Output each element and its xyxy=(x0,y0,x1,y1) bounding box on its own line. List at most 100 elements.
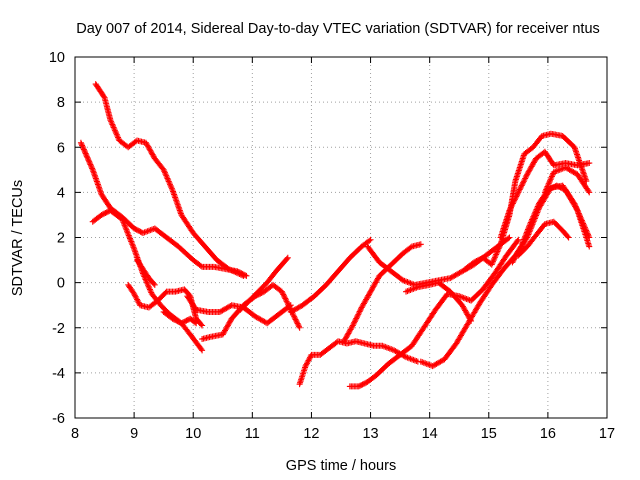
x-tick-label: 12 xyxy=(303,426,319,442)
data-point xyxy=(283,255,290,262)
data-point xyxy=(296,324,303,331)
data-point xyxy=(278,288,285,295)
data-point xyxy=(88,164,95,171)
x-tick-label: 11 xyxy=(245,426,260,442)
data-point xyxy=(293,319,300,326)
data-point xyxy=(517,185,524,192)
data-point xyxy=(518,182,525,189)
data-point xyxy=(507,204,514,211)
data-point xyxy=(283,298,290,305)
data-point xyxy=(287,302,294,309)
data-point xyxy=(191,319,198,326)
data-point xyxy=(522,174,529,181)
data-point xyxy=(357,307,364,314)
data-point xyxy=(514,237,521,244)
y-tick-label: -4 xyxy=(52,366,65,382)
y-tick-labels: -6 -4 -2 0 2 4 6 8 10 xyxy=(49,50,65,427)
data-point xyxy=(87,161,94,168)
series-arc-6 xyxy=(160,308,200,327)
data-point xyxy=(85,157,92,164)
data-point xyxy=(293,317,300,324)
data-point xyxy=(523,229,530,236)
data-point xyxy=(522,232,529,239)
data-point xyxy=(573,206,580,213)
data-point xyxy=(82,150,89,157)
y-axis-label: SDTVAR / TECUs xyxy=(10,180,26,296)
data-point xyxy=(509,200,516,207)
data-point xyxy=(89,165,96,172)
x-tick-label: 8 xyxy=(71,426,79,442)
data-point xyxy=(521,236,528,243)
x-axis-label: GPS time / hours xyxy=(286,458,396,474)
y-tick-label: 10 xyxy=(49,50,65,66)
data-point xyxy=(521,176,528,183)
data-point xyxy=(522,233,529,240)
data-point xyxy=(85,155,92,162)
x-tick-label: 14 xyxy=(422,426,438,442)
data-point xyxy=(87,162,94,169)
data-point xyxy=(353,314,360,321)
series-arc-4 xyxy=(134,257,158,288)
data-point xyxy=(511,196,518,203)
data-point xyxy=(284,254,291,261)
data-point xyxy=(515,189,522,196)
data-point xyxy=(355,309,362,316)
x-tick-label: 17 xyxy=(599,426,615,442)
data-point xyxy=(80,146,87,153)
data-point xyxy=(352,316,359,323)
y-tick-label: 6 xyxy=(57,140,65,156)
data-point xyxy=(524,228,531,235)
data-point xyxy=(401,353,408,360)
x-tick-label: 13 xyxy=(362,426,378,442)
y-tick-label: -2 xyxy=(52,321,65,337)
data-point xyxy=(160,166,167,173)
data-point xyxy=(520,178,527,185)
axis-ticks xyxy=(74,56,608,419)
series-arc-18 xyxy=(497,148,593,241)
data-point xyxy=(166,179,173,186)
data-point xyxy=(509,201,516,208)
series-arc-9 xyxy=(237,254,291,313)
data-point xyxy=(519,239,526,246)
data-point xyxy=(291,315,298,322)
data-point xyxy=(586,160,593,167)
series-arc-19 xyxy=(509,182,593,266)
data-point xyxy=(516,186,523,193)
data-point xyxy=(79,142,86,149)
data-point xyxy=(280,291,287,298)
data-point xyxy=(514,190,521,197)
y-tick-label: 4 xyxy=(57,185,65,201)
data-point xyxy=(77,139,84,146)
data-point xyxy=(351,319,358,326)
data-point xyxy=(353,315,360,322)
data-point xyxy=(518,243,525,250)
data-point xyxy=(510,199,517,206)
data-point xyxy=(199,322,206,329)
data-point xyxy=(279,290,286,297)
data-point xyxy=(242,272,249,279)
data-point xyxy=(516,187,523,194)
data-point xyxy=(522,175,529,182)
data-point xyxy=(511,197,518,204)
data-point xyxy=(349,322,356,329)
data-point xyxy=(407,244,414,251)
data-point xyxy=(83,153,90,160)
data-point xyxy=(520,179,527,186)
data-point xyxy=(519,240,526,247)
data-point xyxy=(78,141,85,148)
y-tick-label: -6 xyxy=(52,411,65,427)
data-point xyxy=(199,347,206,354)
data-point xyxy=(81,147,88,154)
data-point xyxy=(291,313,298,320)
data-point xyxy=(520,237,527,244)
data-point xyxy=(508,203,515,210)
data-point xyxy=(506,207,513,214)
data-point xyxy=(295,323,302,330)
data-point xyxy=(355,311,362,318)
data-point xyxy=(243,272,250,279)
data-point xyxy=(286,303,293,310)
data-point xyxy=(523,230,530,237)
data-point xyxy=(197,262,204,269)
series-arc-21 xyxy=(541,164,593,196)
